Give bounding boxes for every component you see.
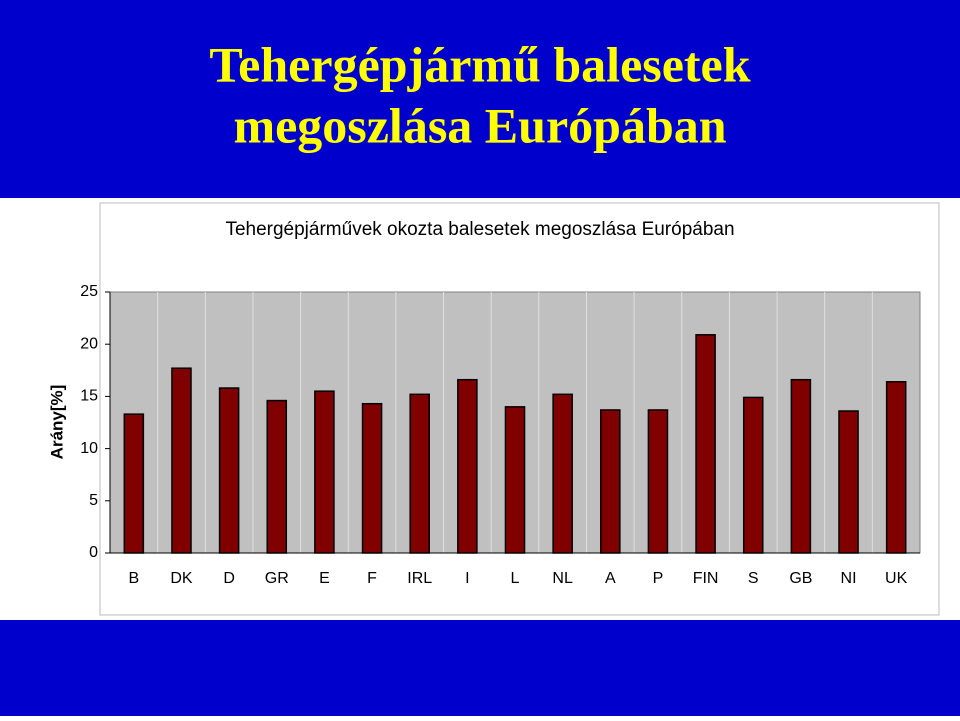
y-tick-label: 10 bbox=[80, 440, 98, 457]
x-tick-label: GR bbox=[265, 570, 289, 587]
x-tick-label: E bbox=[319, 570, 330, 587]
bar bbox=[361, 402, 383, 554]
x-tick-label: B bbox=[128, 570, 139, 587]
bar bbox=[838, 410, 859, 554]
bar bbox=[266, 399, 288, 554]
x-tick-label: D bbox=[223, 570, 235, 587]
header-band bbox=[0, 0, 960, 198]
footer-band bbox=[0, 620, 960, 716]
bar bbox=[123, 413, 145, 554]
bar bbox=[695, 334, 716, 554]
y-tick-label: 20 bbox=[80, 335, 98, 352]
bar bbox=[504, 406, 526, 554]
bar bbox=[218, 387, 240, 554]
y-axis-label: Arány[%] bbox=[47, 385, 66, 460]
bar bbox=[647, 409, 669, 554]
x-tick-label: NL bbox=[552, 570, 573, 587]
y-tick-label: 5 bbox=[89, 492, 98, 509]
x-tick-label: GB bbox=[789, 570, 812, 587]
bar bbox=[409, 393, 430, 554]
slide-title: Tehergépjármű balesetek bbox=[209, 36, 750, 92]
x-tick-label: I bbox=[465, 570, 469, 587]
bar bbox=[171, 367, 192, 554]
x-tick-label: F bbox=[367, 570, 377, 587]
x-tick-label: P bbox=[653, 570, 664, 587]
chart-title: Tehergépjárművek okozta balesetek megosz… bbox=[225, 219, 734, 240]
x-tick-label: IRL bbox=[407, 570, 432, 587]
x-tick-label: L bbox=[511, 570, 520, 587]
x-tick-label: UK bbox=[885, 570, 908, 587]
x-tick-label: FIN bbox=[693, 570, 719, 587]
x-tick-label: NI bbox=[841, 570, 857, 587]
slide-title: megoszlása Európában bbox=[233, 97, 726, 153]
y-tick-label: 25 bbox=[80, 283, 98, 300]
bar bbox=[314, 390, 335, 554]
bar bbox=[600, 409, 621, 554]
bar bbox=[552, 393, 573, 554]
y-tick-label: 15 bbox=[80, 388, 98, 405]
bar bbox=[742, 396, 764, 554]
x-tick-label: DK bbox=[170, 570, 193, 587]
bar bbox=[885, 381, 907, 554]
x-tick-label: S bbox=[748, 570, 759, 587]
bar bbox=[457, 378, 478, 554]
bar bbox=[790, 378, 812, 554]
y-tick-label: 0 bbox=[89, 544, 98, 561]
x-tick-label: A bbox=[605, 570, 616, 587]
